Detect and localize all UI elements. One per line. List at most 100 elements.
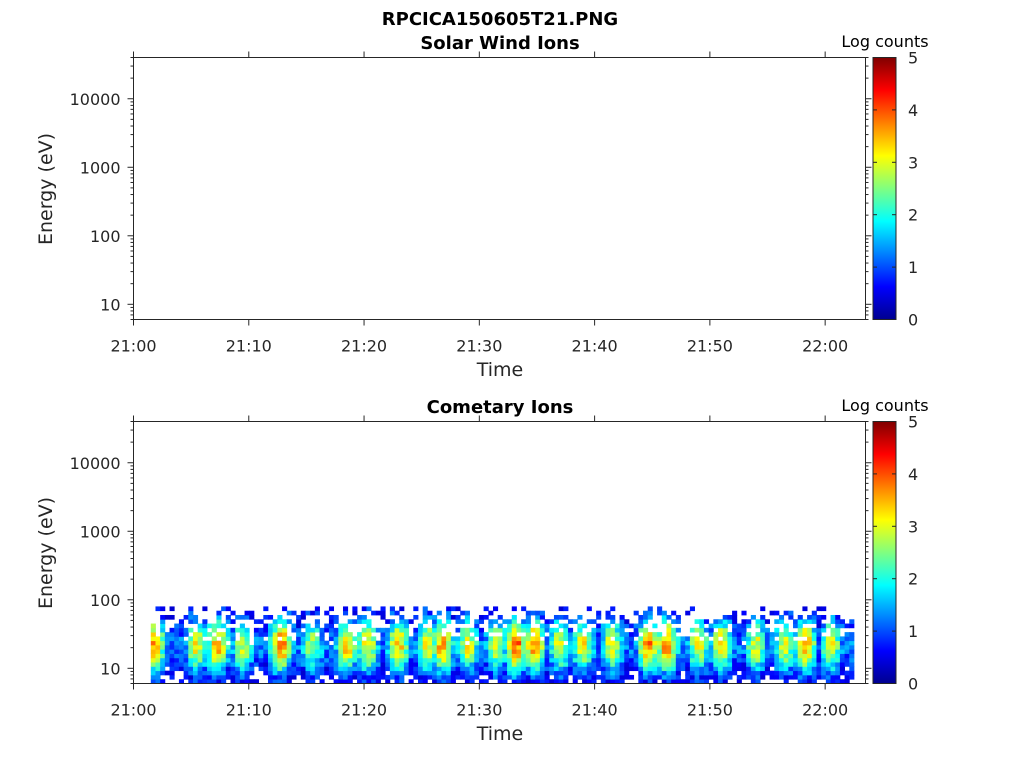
heatmap-cell xyxy=(371,627,377,633)
heatmap-cell xyxy=(483,653,489,659)
heatmap-cell xyxy=(277,674,283,680)
heatmap-cell xyxy=(328,636,335,642)
heatmap-cell xyxy=(319,666,325,672)
heatmap-cell xyxy=(835,636,841,642)
heatmap-cell xyxy=(643,679,649,684)
heatmap-cell xyxy=(788,636,794,642)
heatmap-cell xyxy=(225,644,231,650)
heatmap-cell xyxy=(460,653,466,659)
heatmap-cell xyxy=(521,619,527,624)
heatmap-cell xyxy=(628,662,635,667)
heatmap-cell xyxy=(591,679,597,684)
heatmap-cell xyxy=(718,632,724,637)
heatmap-cell xyxy=(427,632,433,637)
heatmap-cell xyxy=(202,627,208,633)
heatmap-cell xyxy=(797,614,803,620)
heatmap-cell xyxy=(422,606,428,612)
heatmap-cell xyxy=(211,649,217,654)
x-tick-label: 21:00 xyxy=(110,337,156,356)
heatmap-cell xyxy=(507,662,513,667)
colorbar-tick-label: 3 xyxy=(908,517,918,536)
heatmap-cell xyxy=(263,623,269,629)
heatmap-cell xyxy=(244,653,250,659)
heatmap-cell xyxy=(422,627,428,633)
heatmap-cell xyxy=(399,623,405,629)
heatmap-cell xyxy=(835,614,841,620)
heatmap-cell xyxy=(605,653,611,659)
heatmap-cell xyxy=(671,619,677,624)
heatmap-cell xyxy=(816,674,822,680)
heatmap-cell xyxy=(661,636,667,642)
heatmap-cell xyxy=(258,662,264,667)
heatmap-cell xyxy=(769,610,775,616)
heatmap-cell xyxy=(755,644,761,650)
heatmap-cell xyxy=(436,670,442,676)
heatmap-cell xyxy=(755,636,761,642)
heatmap-cell xyxy=(263,606,269,612)
heatmap-cell xyxy=(244,649,250,654)
heatmap-cell xyxy=(380,662,386,667)
heatmap-cell xyxy=(507,640,513,646)
heatmap-cell xyxy=(647,653,653,659)
heatmap-cell xyxy=(849,644,855,650)
heatmap-cell xyxy=(235,627,241,633)
heatmap-cell xyxy=(371,657,377,663)
heatmap-cell xyxy=(282,649,288,654)
heatmap-cell xyxy=(483,606,489,612)
heatmap-cell xyxy=(221,662,227,667)
heatmap-cell xyxy=(530,627,536,633)
heatmap-cell xyxy=(507,619,513,624)
heatmap-cell xyxy=(778,662,785,667)
heatmap-cell xyxy=(727,662,733,667)
heatmap-cell xyxy=(675,679,681,684)
heatmap-cell xyxy=(211,670,217,676)
heatmap-cell xyxy=(493,606,499,612)
heatmap-cell xyxy=(572,679,578,684)
heatmap-cell xyxy=(441,662,447,667)
heatmap-cell xyxy=(722,640,728,646)
heatmap-cell xyxy=(633,610,639,616)
heatmap-cell xyxy=(502,674,508,680)
heatmap-cell xyxy=(816,606,822,612)
heatmap-cell xyxy=(399,674,405,680)
heatmap-cell xyxy=(394,674,400,680)
heatmap-cell xyxy=(160,640,166,646)
heatmap-cell xyxy=(160,619,166,624)
heatmap-cell xyxy=(474,674,480,680)
heatmap-cell xyxy=(600,636,606,642)
heatmap-cell xyxy=(169,662,175,667)
heatmap-cell xyxy=(610,662,616,667)
heatmap-cell xyxy=(694,679,700,684)
heatmap-cell xyxy=(366,679,372,684)
heatmap-cell xyxy=(760,666,766,672)
heatmap-cell xyxy=(586,657,592,663)
heatmap-cell xyxy=(849,636,855,642)
heatmap-cell xyxy=(844,644,850,650)
heatmap-cell xyxy=(202,644,208,650)
heatmap-cell xyxy=(511,614,517,620)
heatmap-cell xyxy=(802,666,808,672)
heatmap-cell xyxy=(169,636,175,642)
heatmap-cell xyxy=(291,657,297,663)
heatmap-cell xyxy=(699,657,705,663)
heatmap-cell xyxy=(807,674,813,680)
heatmap-cell xyxy=(689,657,695,663)
heatmap-cell xyxy=(380,666,386,672)
heatmap-cell xyxy=(155,653,161,659)
heatmap-cell xyxy=(394,649,400,654)
heatmap-cell xyxy=(380,636,386,642)
heatmap-cell xyxy=(549,632,555,637)
heatmap-cell xyxy=(188,619,194,624)
heatmap-cell xyxy=(600,670,606,676)
heatmap-cell xyxy=(239,649,245,654)
heatmap-cell xyxy=(418,632,424,637)
heatmap-cell xyxy=(328,674,335,680)
heatmap-cell xyxy=(830,670,836,676)
heatmap-cell xyxy=(774,674,780,680)
heatmap-cell xyxy=(605,636,611,642)
heatmap-cell xyxy=(816,640,822,646)
heatmap-cell xyxy=(488,670,494,676)
heatmap-cell xyxy=(239,627,245,633)
heatmap-cell xyxy=(746,666,752,672)
heatmap-cell xyxy=(844,649,850,654)
